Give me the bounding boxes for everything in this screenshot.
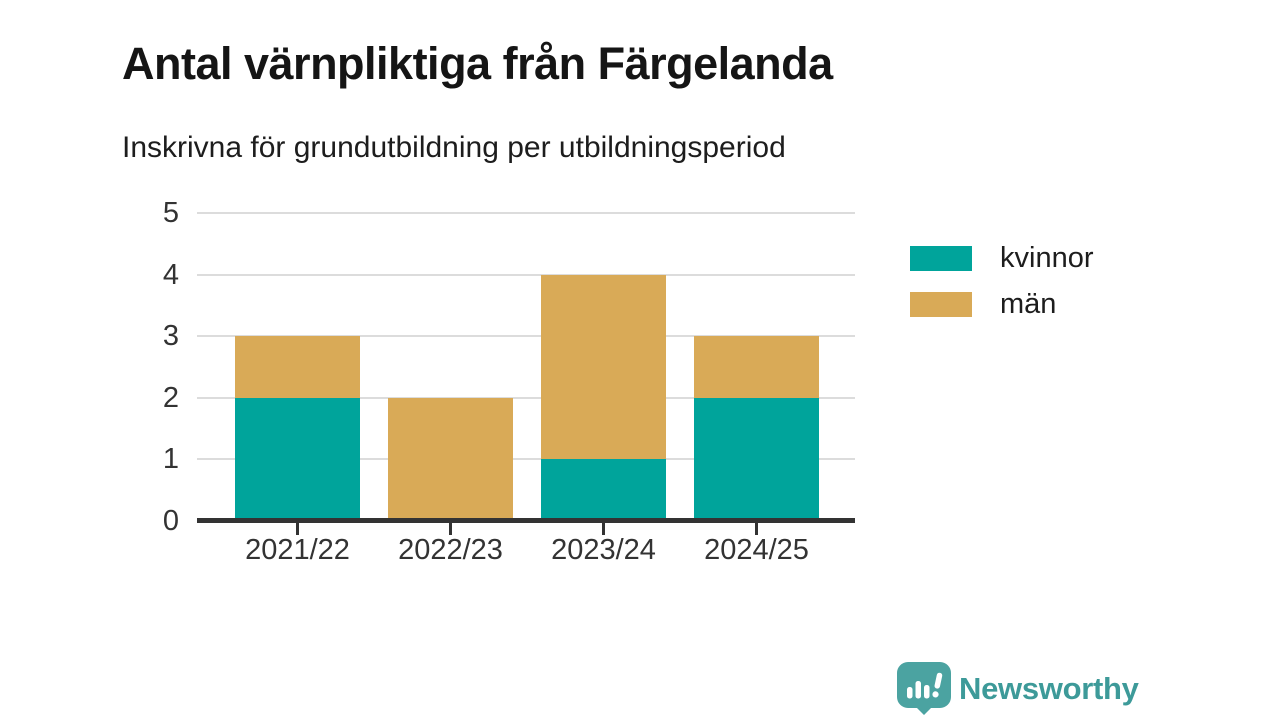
- bar-segment-män: [235, 336, 360, 398]
- x-axis-label: 2021/22: [245, 534, 350, 566]
- legend-label: män: [1000, 287, 1057, 320]
- y-axis-label: 0: [162, 505, 179, 537]
- bar-segment-kvinnor: [235, 397, 360, 521]
- y-axis-label: 3: [162, 320, 179, 353]
- gridline: [197, 212, 855, 214]
- x-axis-line: [197, 518, 855, 523]
- x-axis-tick: [602, 521, 605, 535]
- legend-item: kvinnor: [910, 241, 1094, 274]
- gridline: [197, 458, 855, 461]
- bar-segment-kvinnor: [541, 459, 666, 521]
- bar-segment-män: [388, 397, 513, 521]
- legend-swatch-män: [910, 291, 972, 317]
- newsworthy-logo: Newsworthy: [897, 662, 1139, 715]
- bar-segment-kvinnor: [694, 397, 819, 521]
- x-axis-tick: [449, 521, 452, 535]
- newsworthy-wordmark: Newsworthy: [959, 670, 1139, 706]
- y-axis-label: 2: [162, 381, 179, 414]
- chart-subtitle: Inskrivna för grundutbildning per utbild…: [122, 131, 786, 164]
- bar-segment-män: [541, 274, 666, 460]
- legend-item: män: [910, 287, 1094, 320]
- bar-segment-män: [694, 336, 819, 398]
- y-axis-label: 1: [162, 443, 179, 476]
- legend: kvinnor män: [910, 241, 1094, 335]
- newsworthy-icon: [897, 662, 951, 715]
- legend-label: kvinnor: [1000, 241, 1094, 274]
- x-axis-label: 2024/25: [704, 534, 809, 566]
- gridline: [197, 396, 855, 399]
- chart-title: Antal värnpliktiga från Färgelanda: [122, 38, 833, 90]
- gridline: [197, 273, 855, 276]
- legend-swatch-kvinnor: [910, 245, 972, 271]
- y-axis-label: 5: [162, 197, 179, 229]
- gridline: [197, 335, 855, 338]
- x-axis-tick: [296, 521, 299, 535]
- y-axis-label: 4: [162, 258, 179, 291]
- x-axis-label: 2023/24: [551, 534, 656, 566]
- plot-area: 0 1 2 3 4 5 2021/22 2022/23 2023/24 2024/25: [163, 197, 855, 566]
- x-axis-tick: [755, 521, 758, 535]
- x-axis-label: 2022/23: [398, 534, 503, 566]
